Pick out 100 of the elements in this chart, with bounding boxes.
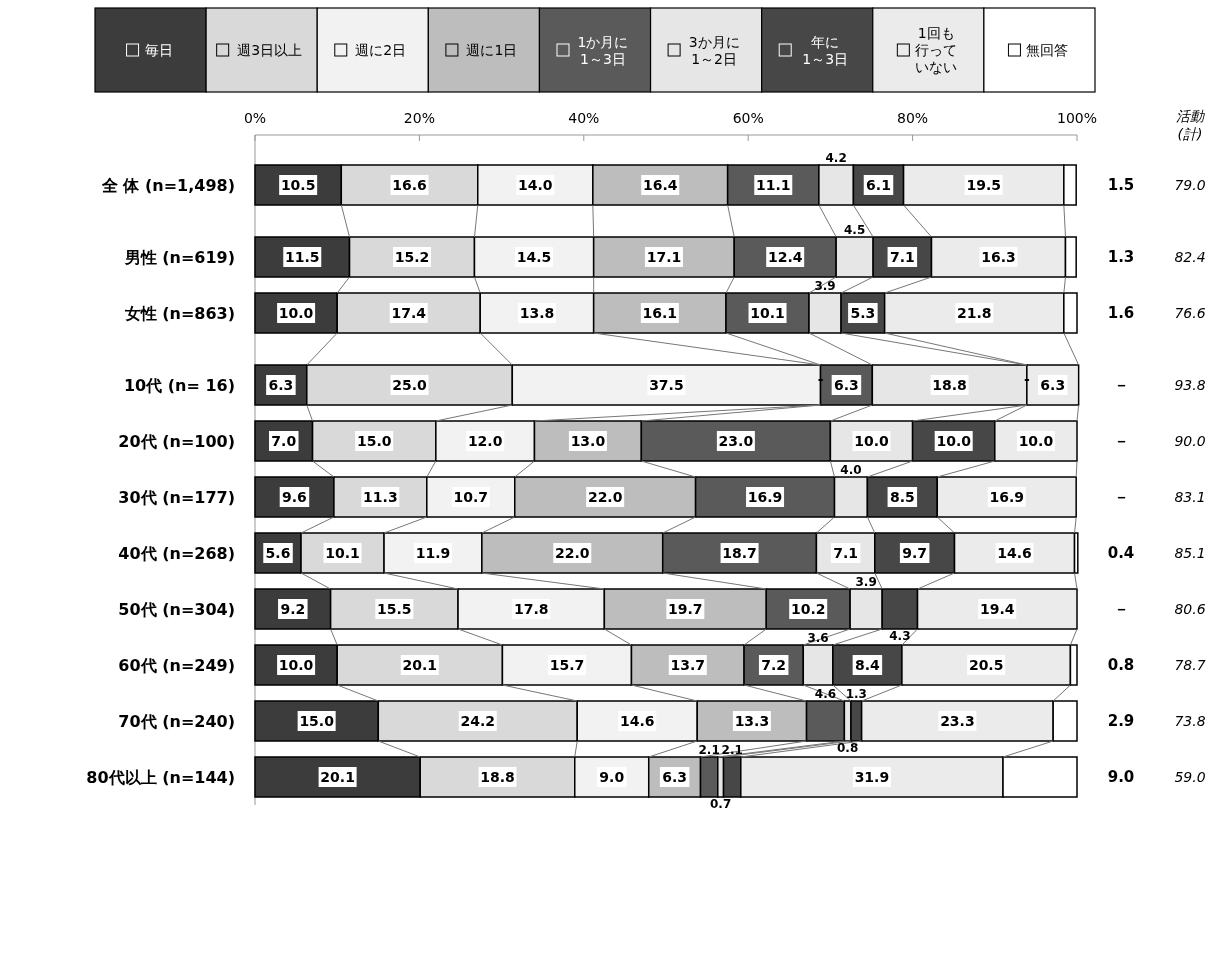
y-tick-label: 全 体 (n=1,498) (100, 175, 235, 195)
legend-label: 毎日 (144, 42, 173, 58)
data-label: 16.1 (642, 305, 678, 321)
data-label: 11.9 (415, 545, 451, 561)
data-label: 8.4 (854, 657, 881, 673)
data-label: 19.7 (668, 601, 703, 617)
data-label: 7.0 (271, 433, 297, 449)
data-label: 4.2 (825, 151, 847, 165)
data-label: 0.4 (1107, 544, 1135, 562)
data-label: 4.0 (840, 463, 862, 477)
y-tick-label: 50代 (n=304) (118, 599, 235, 619)
data-label: 14.6 (997, 545, 1032, 561)
data-label: 4.5 (844, 223, 866, 237)
data-label: 4.3 (889, 629, 911, 643)
text: 59.0 (1174, 769, 1206, 785)
y-tick-label: 60代 (n=249) (118, 655, 235, 675)
data-label: 6.3 (834, 377, 859, 393)
legend-label: 年に1～3日 (802, 33, 849, 67)
data-label: 2.1 (721, 743, 743, 757)
data-label: 1.5 (1107, 176, 1135, 194)
y-tick-label: 女性 (n=863) (123, 303, 235, 323)
data-label: 2.9 (1107, 712, 1135, 730)
data-label: 10.0 (854, 433, 890, 449)
data-label: 3.9 (855, 575, 877, 589)
data-label: 37.5 (649, 377, 684, 393)
y-tick-label: 80代以上 (n=144) (86, 767, 235, 787)
data-label: 7.1 (833, 545, 859, 561)
data-label: 15.0 (356, 433, 392, 449)
legend-label: 無回答 (1026, 42, 1069, 58)
data-label: 8.5 (889, 489, 915, 505)
data-label: 10.0 (278, 305, 314, 321)
data-label: 12.4 (767, 249, 803, 265)
data-label: － (1113, 488, 1129, 506)
x-tick-label: 0% (243, 110, 267, 126)
data-label: 25.0 (392, 377, 428, 393)
text: 90.0 (1174, 433, 1206, 449)
data-label: 10.0 (278, 657, 314, 673)
data-label: 7.2 (761, 657, 787, 673)
x-tick-label: 40% (568, 110, 600, 126)
data-label: 15.7 (549, 657, 585, 673)
data-label: 15.2 (394, 249, 430, 265)
data-label: 14.0 (518, 177, 553, 193)
legend-label: 3か月に1～2日 (688, 33, 740, 67)
text: 73.8 (1174, 713, 1206, 729)
x-tick-label: 20% (403, 110, 435, 126)
data-label: 17.1 (646, 249, 682, 265)
text: 80.6 (1174, 601, 1206, 617)
text: 活動 (計) (1176, 108, 1205, 142)
data-label: 24.2 (460, 713, 496, 729)
y-tick-label: 70代 (n=240) (118, 711, 235, 731)
data-label: 14.5 (516, 249, 552, 265)
data-label: 9.0 (599, 769, 625, 785)
data-label: 17.8 (513, 601, 549, 617)
data-label: 11.3 (363, 489, 398, 505)
data-label: 4.6 (814, 687, 837, 701)
y-tick-label: 20代 (n=100) (118, 431, 235, 451)
text: 78.7 (1174, 657, 1206, 673)
data-label: 15.0 (299, 713, 335, 729)
data-label: 10.1 (750, 305, 785, 321)
data-label: 15.5 (377, 601, 412, 617)
y-tick-label: 男性 (n=619) (123, 247, 235, 267)
data-label: 6.3 (1040, 377, 1066, 393)
data-label: － (1113, 600, 1129, 618)
data-label: － (1113, 376, 1129, 394)
y-tick-label: 40代 (n=268) (118, 543, 235, 563)
data-label: 6.1 (866, 177, 891, 193)
legend-label: 週に2日 (355, 42, 407, 58)
x-tick-label: 80% (897, 110, 929, 126)
data-label: 13.7 (670, 657, 706, 673)
data-label: 9.0 (1107, 768, 1135, 786)
data-label: 16.4 (642, 177, 678, 193)
text: 82.4 (1174, 249, 1206, 265)
data-label: 2.1 (698, 743, 720, 757)
data-label: 5.3 (850, 305, 876, 321)
data-label: 0.8 (837, 741, 859, 755)
data-label: 10.5 (280, 177, 316, 193)
data-label: 19.4 (979, 601, 1015, 617)
data-label: 9.7 (902, 545, 928, 561)
data-label: 20.1 (402, 657, 438, 673)
text: 79.0 (1174, 177, 1206, 193)
legend-label: 1か月に1～3日 (577, 33, 629, 67)
data-label: 19.5 (966, 177, 1001, 193)
data-label: 31.9 (854, 769, 890, 785)
data-label: 21.8 (956, 305, 992, 321)
text: 85.1 (1174, 545, 1206, 561)
data-label: 17.4 (391, 305, 427, 321)
data-label: 13.0 (570, 433, 606, 449)
text: 83.1 (1174, 489, 1206, 505)
data-label: 16.6 (392, 177, 427, 193)
data-label: 10.1 (325, 545, 360, 561)
data-label: 18.7 (722, 545, 757, 561)
legend-label: 週3日以上 (237, 42, 303, 58)
data-label: 5.6 (265, 545, 291, 561)
data-label: － (1113, 432, 1129, 450)
text: 93.8 (1174, 377, 1206, 393)
data-label: 20.5 (968, 657, 1004, 673)
legend-label: 週に1日 (466, 42, 518, 58)
data-label: 23.0 (718, 433, 754, 449)
data-label: 9.6 (282, 489, 307, 505)
data-label: 3.6 (807, 631, 829, 645)
